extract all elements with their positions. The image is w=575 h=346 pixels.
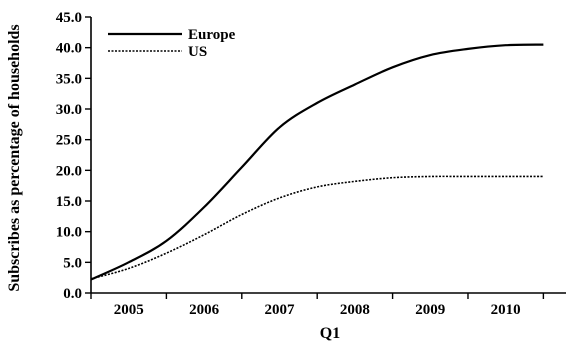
y-tick-label: 40.0 <box>56 41 82 57</box>
x-tick-label: 2007 <box>264 302 295 318</box>
y-tick-label: 25.0 <box>56 133 82 149</box>
y-tick-label: 30.0 <box>56 102 82 118</box>
y-tick-label: 0.0 <box>63 286 82 302</box>
series-line-europe <box>90 43 544 281</box>
x-tick-label: 2005 <box>114 302 144 318</box>
x-axis-title: Q1 <box>320 325 340 342</box>
axes: 0.0 5.0 10.0 15.0 20.0 25.0 30.0 35.0 40.0 45.0 20… <box>56 10 566 318</box>
series-line-us <box>90 175 544 280</box>
x-tick-label: 2010 <box>491 302 521 318</box>
x-tick-label: 2006 <box>189 302 220 318</box>
y-axis-title: Subscribes as percentage of households <box>6 24 23 291</box>
x-tick-label: 2008 <box>340 302 370 318</box>
y-tick-label: 20.0 <box>56 163 82 179</box>
y-tick-label: 10.0 <box>56 225 82 241</box>
y-tick-label: 5.0 <box>63 255 82 271</box>
x-tick-label: 2009 <box>415 302 445 318</box>
legend-label-europe: Europe <box>188 27 236 43</box>
y-tick-label: 35.0 <box>56 71 82 87</box>
y-tick-label: 15.0 <box>56 194 82 210</box>
legend-label-us: US <box>188 44 207 60</box>
series-layer <box>90 43 544 281</box>
y-tick-label: 45.0 <box>56 10 82 26</box>
